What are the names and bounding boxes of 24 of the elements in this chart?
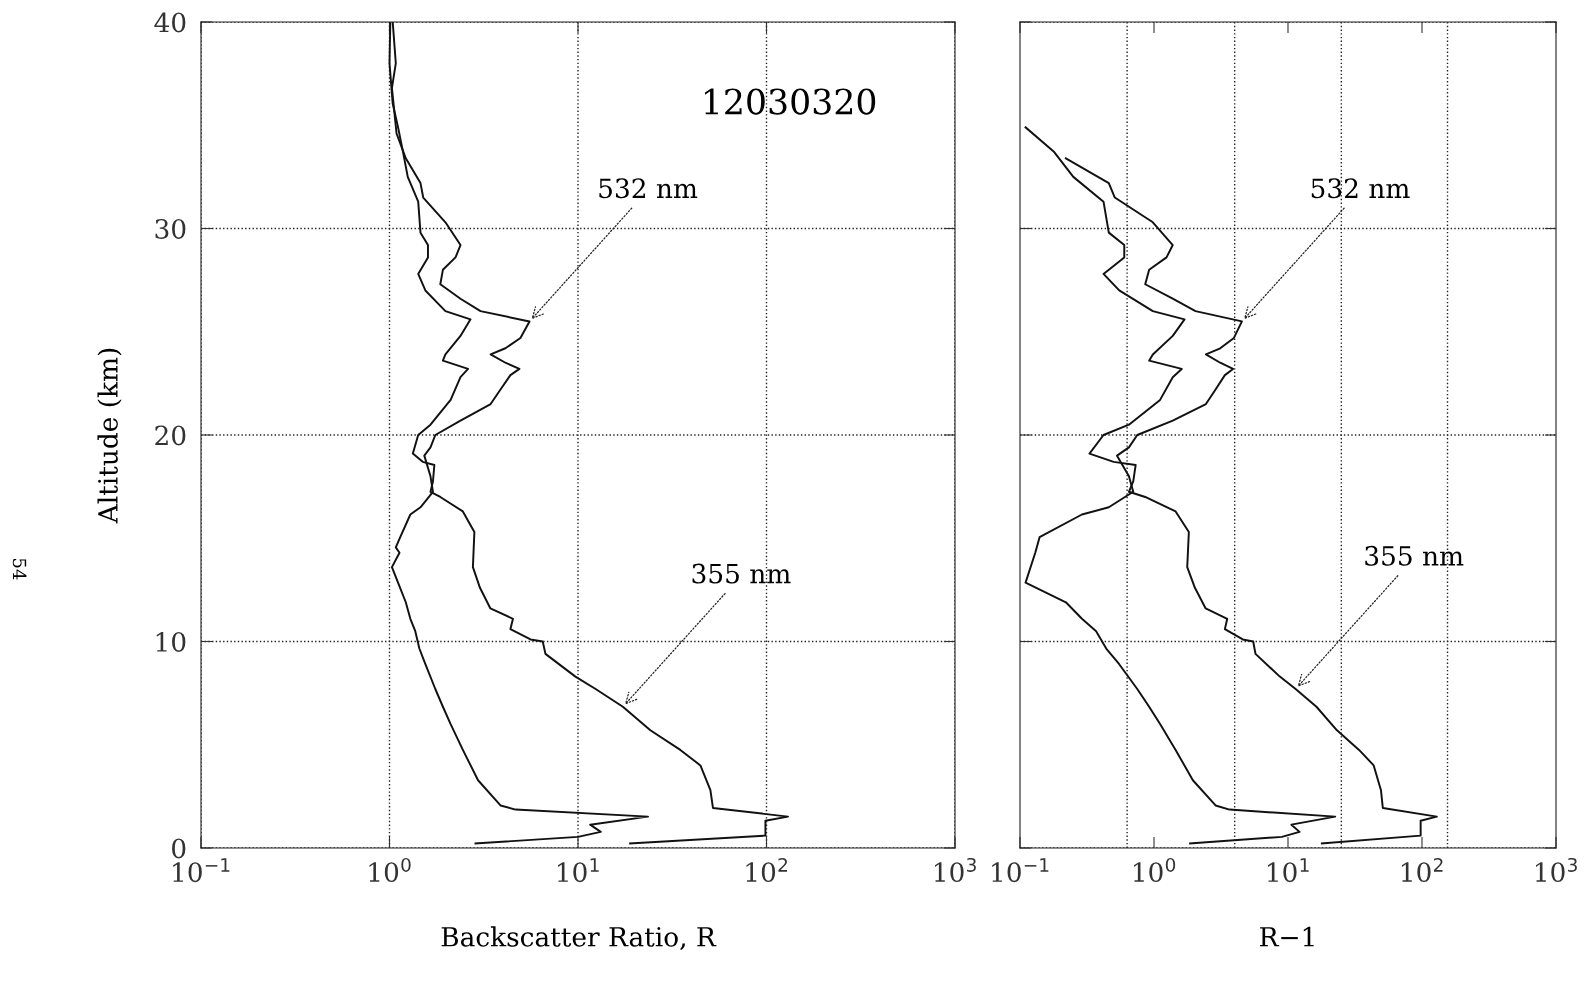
y-tick-label: 10 xyxy=(156,631,186,652)
y-tick-label: 40 xyxy=(154,12,186,33)
annotation: 532 nm xyxy=(1311,178,1410,199)
annotation: 12030320 xyxy=(704,88,876,115)
annotation: 355 nm xyxy=(1365,545,1464,566)
annotation: 532 nm xyxy=(599,178,698,199)
x-tick-label: 10$^{3}$ xyxy=(1536,857,1577,883)
x-tick-label: 10$^{1}$ xyxy=(1268,858,1309,883)
y-tick-label: 0 xyxy=(172,838,186,859)
y-axis-title: Altitude (km) xyxy=(97,348,122,524)
x-axis-title: R−1 xyxy=(1260,926,1314,947)
x-tick-label: 10$^{0}$ xyxy=(369,857,411,883)
annotation: 355 nm xyxy=(692,563,791,584)
x-tick-label: 10$^{2}$ xyxy=(746,857,788,883)
x-tick-label: 10$^{0}$ xyxy=(1134,857,1176,883)
text: 54 xyxy=(12,559,27,580)
x-tick-label: 10$^{2}$ xyxy=(1402,857,1443,883)
x-tick-label: 10$^{−1}$ xyxy=(992,858,1049,883)
x-tick-label: 10$^{3}$ xyxy=(935,857,976,883)
y-tick-label: 30 xyxy=(155,218,186,239)
x-axis-title: Backscatter Ratio, R xyxy=(441,926,717,950)
x-tick-label: 10$^{−1}$ xyxy=(173,858,230,883)
y-tick-label: 20 xyxy=(155,425,186,446)
x-tick-label: 10$^{1}$ xyxy=(558,858,599,883)
